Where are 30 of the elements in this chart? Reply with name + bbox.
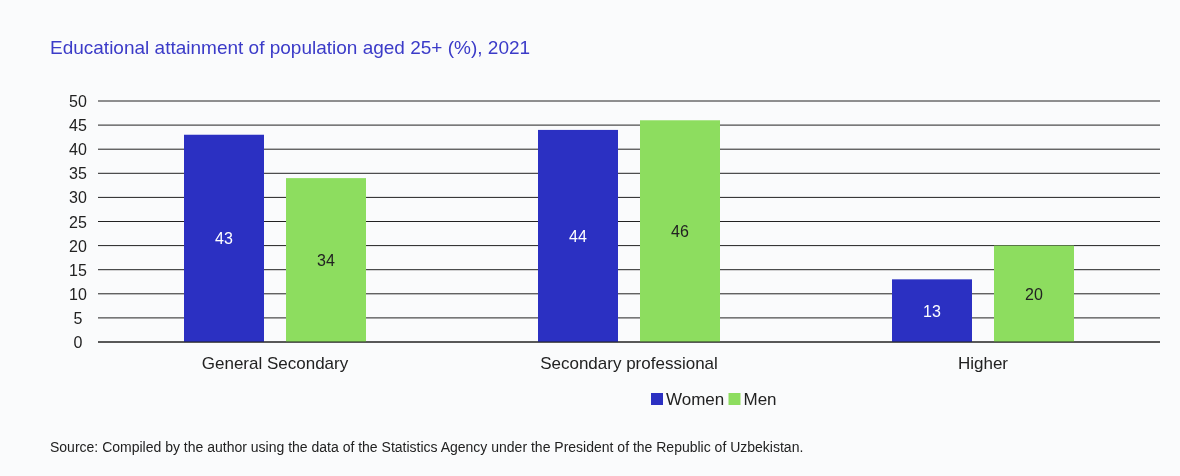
bar xyxy=(184,134,264,342)
y-tick-label: 0 xyxy=(73,334,83,351)
bar xyxy=(640,120,720,342)
y-tick-label: 20 xyxy=(69,237,87,255)
y-tick-label: 50 xyxy=(69,93,87,110)
data-label: 34 xyxy=(317,252,335,270)
data-label: 13 xyxy=(923,302,941,320)
y-tick-label: 10 xyxy=(69,285,87,303)
y-tick-label: 5 xyxy=(73,309,83,327)
data-label: 43 xyxy=(215,230,233,248)
y-tick-label: 30 xyxy=(69,189,87,207)
x-tick-label: Secondary professional xyxy=(540,354,718,373)
bar xyxy=(892,279,972,342)
legend-label: Men xyxy=(743,390,777,409)
data-label: 44 xyxy=(569,227,587,245)
y-tick-label: 15 xyxy=(69,261,87,279)
data-label: 20 xyxy=(1025,285,1043,303)
data-label: 46 xyxy=(671,223,689,241)
y-tick-label: 45 xyxy=(69,117,87,135)
source-note: Source: Compiled by the author using the data of the Statistics Agency under the President of the Republic of Uzbekistan. xyxy=(50,439,804,455)
y-tick-label: 40 xyxy=(69,141,87,159)
legend-label: Women xyxy=(666,390,725,409)
x-tick-label: Higher xyxy=(957,354,1009,373)
bar xyxy=(286,178,366,342)
y-tick-label: 35 xyxy=(69,165,87,183)
y-tick-label: 25 xyxy=(69,213,87,231)
bar xyxy=(994,245,1074,342)
x-tick-label: General Secondary xyxy=(201,354,349,373)
chart-title: Educational attainment of population aged 25+ (%), 2021 xyxy=(50,37,531,58)
bar xyxy=(538,129,618,342)
